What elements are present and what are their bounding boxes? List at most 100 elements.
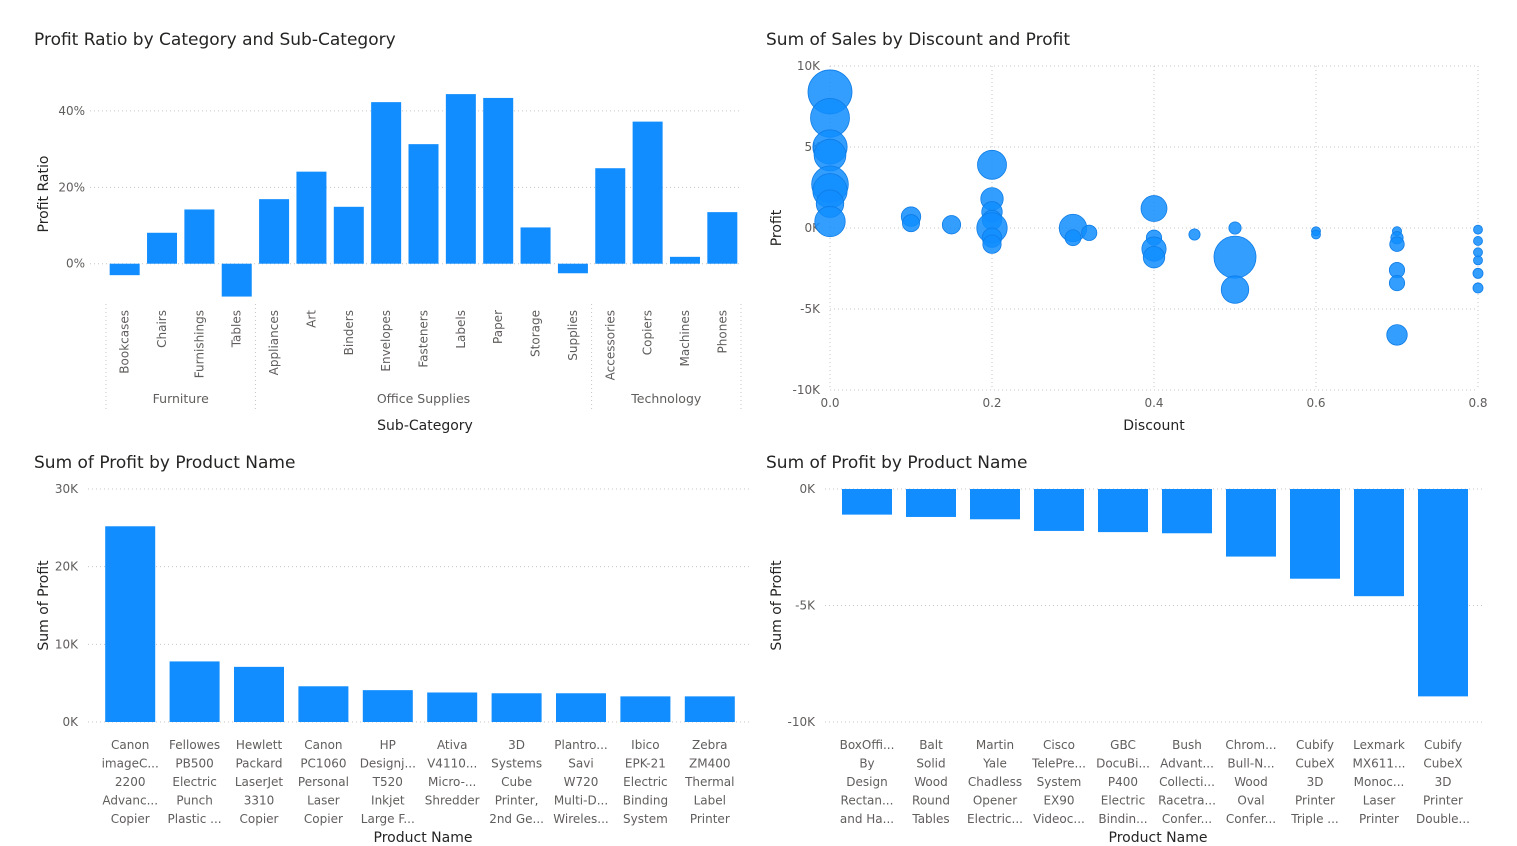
- bar: [1098, 489, 1148, 533]
- category-label: Tables: [911, 812, 949, 826]
- category-label: Label: [694, 794, 726, 808]
- y-axis-title: Profit Ratio: [36, 156, 52, 233]
- category-label: Machines: [678, 310, 692, 366]
- category-label: Wood: [1234, 775, 1267, 789]
- scatter-point: [1386, 324, 1408, 346]
- category-label: Copier: [111, 812, 150, 826]
- bar: [184, 209, 215, 264]
- y-tick-label: 20K: [55, 560, 79, 574]
- scatter-point: [1473, 236, 1483, 246]
- category-label: Triple ...: [1290, 812, 1338, 826]
- category-label: Videoc...: [1033, 812, 1085, 826]
- category-label: Round: [912, 794, 950, 808]
- category-label: Copier: [240, 812, 279, 826]
- scatter-point: [1473, 255, 1483, 266]
- category-label: GBC: [1110, 738, 1136, 752]
- bar: [483, 97, 514, 264]
- category-label: CubeX: [1423, 757, 1462, 771]
- y-tick-label: 10K: [797, 59, 821, 73]
- category-label: Chrom...: [1225, 738, 1276, 752]
- category-label: Personal: [298, 775, 349, 789]
- y-tick-label: 0K: [62, 715, 79, 729]
- category-label: Advant...: [1160, 757, 1214, 771]
- category-label: Hewlett: [236, 738, 283, 752]
- x-tick-label: 0.8: [1468, 396, 1487, 410]
- category-label: Designj...: [360, 757, 416, 771]
- scatter-point: [902, 214, 920, 233]
- category-label: CubeX: [1295, 757, 1334, 771]
- category-label: ZM400: [689, 757, 730, 771]
- bar: [684, 696, 735, 722]
- category-label: Cube: [501, 775, 532, 789]
- category-label: Accessories: [603, 310, 617, 380]
- bar: [298, 686, 349, 722]
- group-label: Technology: [630, 391, 702, 406]
- category-label: Furnishings: [192, 310, 206, 378]
- category-label: Cisco: [1043, 738, 1075, 752]
- category-label: Plastic ...: [168, 812, 222, 826]
- category-label: Fellowes: [169, 738, 220, 752]
- category-label: Yale: [982, 757, 1007, 771]
- category-label: Chadless: [968, 775, 1022, 789]
- bar: [595, 168, 626, 264]
- x-tick-label: 0.6: [1306, 396, 1325, 410]
- bar: [408, 144, 439, 264]
- bar: [427, 692, 478, 722]
- x-axis-title: Discount: [1123, 418, 1185, 434]
- x-tick-label: 0.0: [820, 396, 839, 410]
- category-label: V4110...: [427, 757, 477, 771]
- category-label: 3310: [244, 794, 275, 808]
- category-label: HP: [380, 738, 396, 752]
- bar: [371, 102, 402, 264]
- bar: [1034, 489, 1084, 531]
- y-axis-title: Sum of Profit: [36, 560, 52, 651]
- category-label: Cubify: [1424, 738, 1462, 752]
- category-label: Laser: [1363, 794, 1396, 808]
- scatter-point: [1228, 221, 1242, 235]
- category-label: Bindin...: [1098, 812, 1147, 826]
- category-label: Wireles...: [553, 812, 608, 826]
- category-label: Punch: [176, 794, 212, 808]
- bar: [1418, 489, 1468, 697]
- category-label: Advanc...: [102, 794, 158, 808]
- category-label: Cubify: [1296, 738, 1334, 752]
- category-label: Micro-...: [428, 775, 476, 789]
- category-label: Electric: [172, 775, 216, 789]
- scatter-point: [1473, 247, 1483, 258]
- y-tick-label: -10K: [793, 383, 822, 397]
- scatter-point: [1473, 224, 1483, 235]
- category-label: Electric: [623, 775, 667, 789]
- bar: [296, 171, 327, 264]
- category-label: Rectan...: [841, 794, 894, 808]
- bar: [445, 94, 476, 264]
- category-label: Storage: [529, 310, 543, 357]
- category-label: Opener: [973, 794, 1017, 808]
- category-label: DocuBi...: [1096, 757, 1150, 771]
- category-label: Shredder: [425, 794, 480, 808]
- category-label: Printer: [690, 812, 730, 826]
- category-label: Canon: [304, 738, 342, 752]
- bar: [520, 227, 551, 264]
- category-label: TelePre...: [1031, 757, 1086, 771]
- category-label: Copier: [304, 812, 343, 826]
- bar: [707, 212, 738, 264]
- x-axis-title: Product Name: [374, 830, 473, 846]
- category-label: 3D: [1307, 775, 1324, 789]
- category-label: Oval: [1237, 794, 1264, 808]
- category-label: MX611...: [1353, 757, 1406, 771]
- scatter-point: [977, 149, 1007, 180]
- category-label: Appliances: [267, 310, 281, 375]
- bar: [1354, 489, 1404, 597]
- sales-discount-chart-title: Sum of Sales by Discount and Profit: [766, 30, 1070, 50]
- scatter-point: [1064, 229, 1082, 247]
- category-label: Canon: [111, 738, 149, 752]
- category-label: P400: [1108, 775, 1138, 789]
- category-label: Electric...: [967, 812, 1023, 826]
- bar: [234, 666, 284, 722]
- category-label: 3D: [508, 738, 525, 752]
- category-label: Plantro...: [554, 738, 607, 752]
- y-tick-label: 0%: [66, 257, 85, 271]
- category-label: Bush: [1172, 738, 1202, 752]
- category-label: and Ha...: [840, 812, 894, 826]
